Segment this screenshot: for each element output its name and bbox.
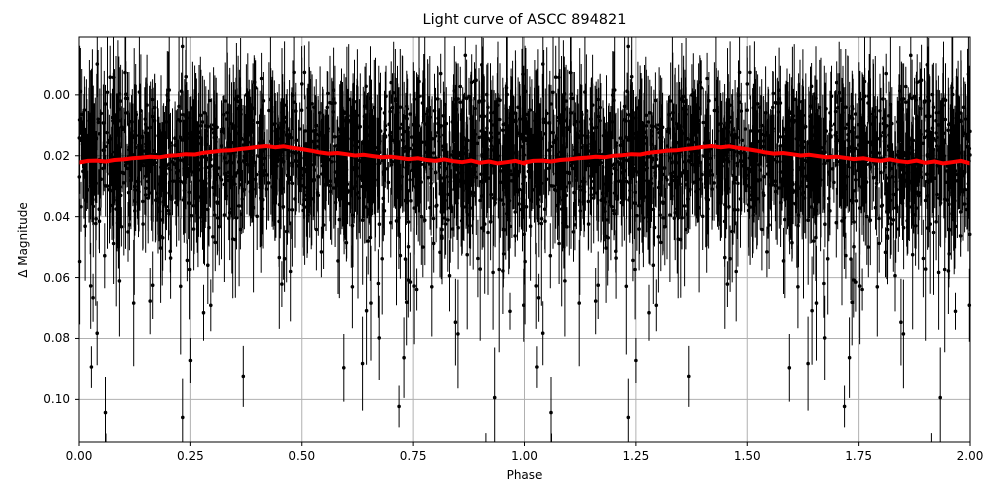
y-tick-label: 0.06	[43, 270, 70, 285]
x-tick-label: 1.75	[845, 449, 872, 463]
y-tick-label: 0.10	[43, 392, 70, 407]
chart-title: Light curve of ASCC 894821	[422, 12, 627, 28]
x-tick-label: 1.50	[733, 449, 761, 463]
tick-marks	[75, 94, 971, 446]
x-axis-label: Phase	[506, 468, 543, 482]
x-tick-label: 0.25	[177, 449, 204, 463]
x-tick-label: 0.00	[65, 449, 93, 463]
x-tick-label: 0.50	[288, 449, 316, 463]
y-tick-label: 0.08	[43, 331, 70, 346]
x-tick-label: 2.00	[956, 449, 984, 463]
y-tick-label: 0.04	[43, 209, 70, 224]
x-tick-label: 1.00	[511, 449, 538, 463]
data-points	[77, 44, 972, 420]
x-tick-label: 0.75	[399, 449, 427, 463]
binned-mean-curve	[78, 144, 971, 166]
y-tick-label: 0.02	[43, 148, 70, 163]
y-tick-label: 0.00	[43, 87, 70, 102]
x-tick-label: 1.25	[622, 449, 650, 463]
